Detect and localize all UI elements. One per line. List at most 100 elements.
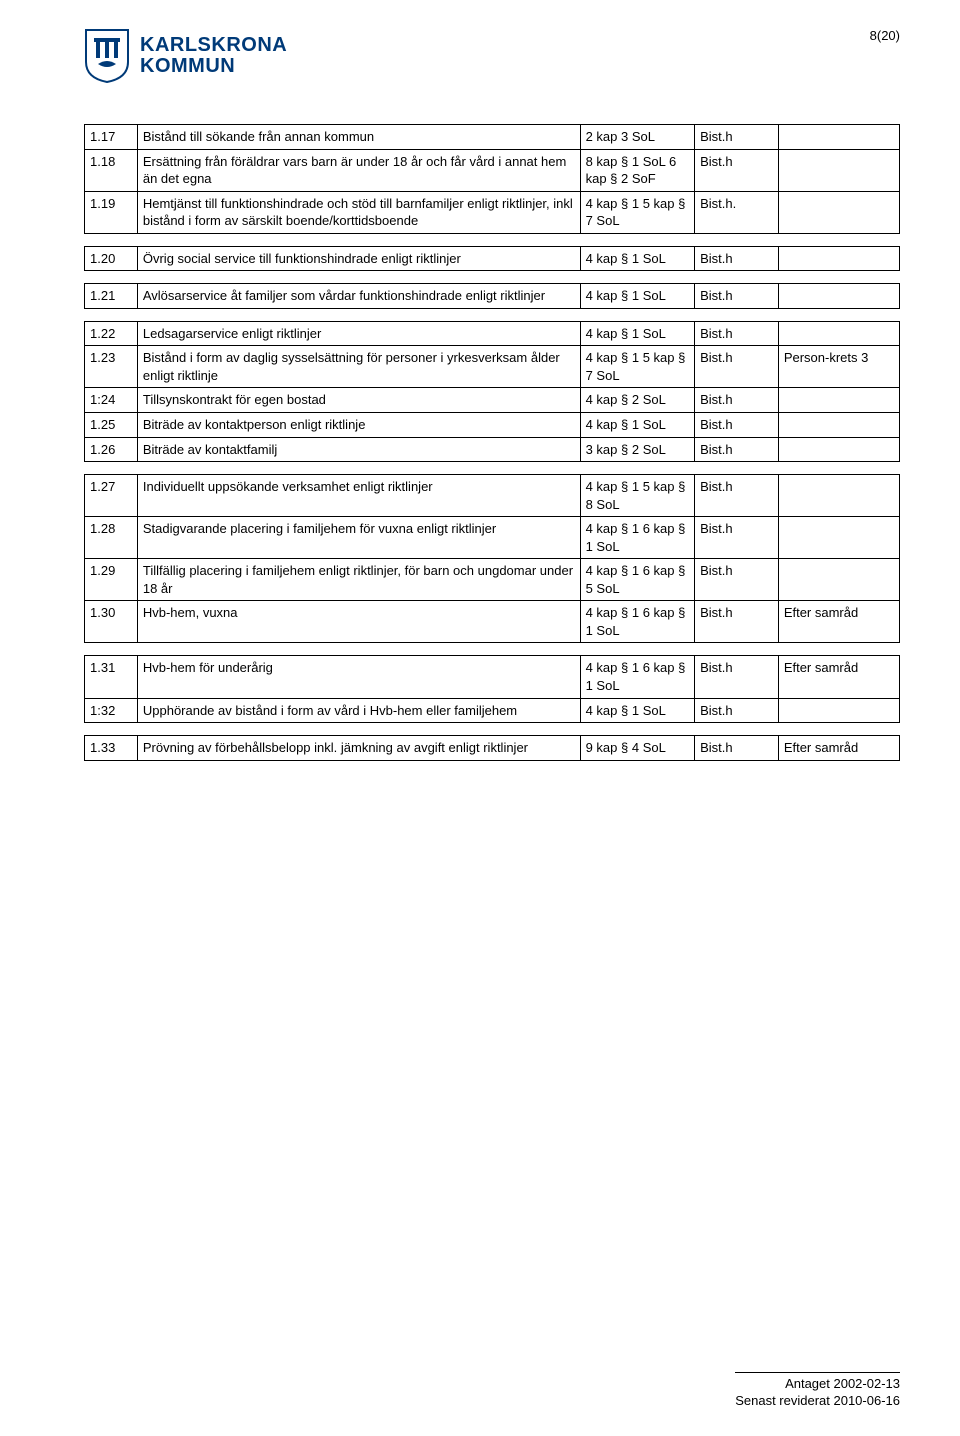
table-row: 1.26Biträde av kontaktfamilj3 kap § 2 So… <box>85 437 900 462</box>
table-row: 1.27Individuellt uppsökande verksamhet e… <box>85 475 900 517</box>
cell-note <box>778 246 899 271</box>
delegation-table: 1.33Prövning av förbehållsbelopp inkl. j… <box>84 735 900 761</box>
cell-num: 1.25 <box>85 413 138 438</box>
table-row: 1.30Hvb-hem, vuxna4 kap § 1 6 kap § 1 So… <box>85 601 900 643</box>
table-row: 1.19Hemtjänst till funktionshindrade och… <box>85 191 900 233</box>
cell-num: 1.29 <box>85 559 138 601</box>
cell-note: Efter samråd <box>778 736 899 761</box>
cell-auth: Bist.h <box>695 284 779 309</box>
logo-line1: KARLSKRONA <box>140 35 287 56</box>
cell-note <box>778 125 899 150</box>
cell-desc: Prövning av förbehållsbelopp inkl. jämkn… <box>137 736 580 761</box>
cell-note <box>778 517 899 559</box>
table-row: 1:24Tillsynskontrakt för egen bostad4 ka… <box>85 388 900 413</box>
cell-desc: Ersättning från föräldrar vars barn är u… <box>137 149 580 191</box>
cell-ref: 3 kap § 2 SoL <box>580 437 695 462</box>
cell-num: 1.26 <box>85 437 138 462</box>
cell-auth: Bist.h <box>695 601 779 643</box>
cell-auth: Bist.h. <box>695 191 779 233</box>
cell-note <box>778 698 899 723</box>
cell-note <box>778 191 899 233</box>
table-row: 1.17Bistånd till sökande från annan komm… <box>85 125 900 150</box>
cell-ref: 9 kap § 4 SoL <box>580 736 695 761</box>
cell-ref: 4 kap § 1 6 kap § 1 SoL <box>580 601 695 643</box>
cell-ref: 4 kap § 1 6 kap § 1 SoL <box>580 517 695 559</box>
table-row: 1:32Upphörande av bistånd i form av vård… <box>85 698 900 723</box>
cell-auth: Bist.h <box>695 346 779 388</box>
cell-ref: 4 kap § 1 SoL <box>580 321 695 346</box>
tables-container: 1.17Bistånd till sökande från annan komm… <box>84 124 900 761</box>
cell-num: 1:24 <box>85 388 138 413</box>
logo-block: KARLSKRONA KOMMUN <box>84 28 900 84</box>
cell-desc: Hvb-hem, vuxna <box>137 601 580 643</box>
delegation-table: 1.21Avlösarservice åt familjer som vårda… <box>84 283 900 309</box>
cell-auth: Bist.h <box>695 437 779 462</box>
cell-desc: Tillsynskontrakt för egen bostad <box>137 388 580 413</box>
cell-auth: Bist.h <box>695 413 779 438</box>
cell-note <box>778 388 899 413</box>
table-row: 1.25Biträde av kontaktperson enligt rikt… <box>85 413 900 438</box>
cell-note <box>778 413 899 438</box>
cell-desc: Biträde av kontaktperson enligt riktlinj… <box>137 413 580 438</box>
delegation-table: 1.20Övrig social service till funktionsh… <box>84 246 900 272</box>
cell-auth: Bist.h <box>695 321 779 346</box>
logo-line2: KOMMUN <box>140 56 287 77</box>
cell-note <box>778 321 899 346</box>
cell-num: 1.27 <box>85 475 138 517</box>
cell-ref: 2 kap 3 SoL <box>580 125 695 150</box>
cell-num: 1.21 <box>85 284 138 309</box>
delegation-table: 1.31Hvb-hem för underårig4 kap § 1 6 kap… <box>84 655 900 723</box>
delegation-table: 1.27Individuellt uppsökande verksamhet e… <box>84 474 900 643</box>
cell-note <box>778 559 899 601</box>
cell-auth: Bist.h <box>695 246 779 271</box>
cell-auth: Bist.h <box>695 559 779 601</box>
table-row: 1.21Avlösarservice åt familjer som vårda… <box>85 284 900 309</box>
cell-num: 1.20 <box>85 246 138 271</box>
crest-icon <box>84 28 130 84</box>
footer-line2: Senast reviderat 2010-06-16 <box>735 1392 900 1410</box>
cell-auth: Bist.h <box>695 517 779 559</box>
cell-desc: Tillfällig placering i familjehem enligt… <box>137 559 580 601</box>
cell-auth: Bist.h <box>695 698 779 723</box>
cell-desc: Ledsagarservice enligt riktlinjer <box>137 321 580 346</box>
cell-note <box>778 437 899 462</box>
table-row: 1.20Övrig social service till funktionsh… <box>85 246 900 271</box>
cell-ref: 4 kap § 1 SoL <box>580 246 695 271</box>
cell-auth: Bist.h <box>695 656 779 698</box>
cell-desc: Avlösarservice åt familjer som vårdar fu… <box>137 284 580 309</box>
cell-ref: 4 kap § 2 SoL <box>580 388 695 413</box>
logo-text: KARLSKRONA KOMMUN <box>140 35 287 77</box>
cell-num: 1.23 <box>85 346 138 388</box>
cell-note <box>778 475 899 517</box>
footer-line1: Antaget 2002-02-13 <box>735 1375 900 1393</box>
cell-auth: Bist.h <box>695 149 779 191</box>
cell-note: Efter samråd <box>778 601 899 643</box>
cell-desc: Stadigvarande placering i familjehem för… <box>137 517 580 559</box>
cell-ref: 4 kap § 1 6 kap § 5 SoL <box>580 559 695 601</box>
page-number: 8(20) <box>870 28 900 43</box>
cell-num: 1:32 <box>85 698 138 723</box>
delegation-table: 1.17Bistånd till sökande från annan komm… <box>84 124 900 234</box>
cell-auth: Bist.h <box>695 388 779 413</box>
cell-desc: Övrig social service till funktionshindr… <box>137 246 580 271</box>
cell-num: 1.17 <box>85 125 138 150</box>
table-row: 1.18Ersättning från föräldrar vars barn … <box>85 149 900 191</box>
table-row: 1.31Hvb-hem för underårig4 kap § 1 6 kap… <box>85 656 900 698</box>
cell-auth: Bist.h <box>695 736 779 761</box>
table-row: 1.22Ledsagarservice enligt riktlinjer4 k… <box>85 321 900 346</box>
cell-ref: 4 kap § 1 SoL <box>580 698 695 723</box>
cell-ref: 4 kap § 1 SoL <box>580 413 695 438</box>
cell-note <box>778 149 899 191</box>
footer: Antaget 2002-02-13 Senast reviderat 2010… <box>735 1372 900 1410</box>
cell-desc: Bistånd till sökande från annan kommun <box>137 125 580 150</box>
cell-desc: Hemtjänst till funktionshindrade och stö… <box>137 191 580 233</box>
cell-num: 1.18 <box>85 149 138 191</box>
cell-desc: Bistånd i form av daglig sysselsättning … <box>137 346 580 388</box>
cell-num: 1.22 <box>85 321 138 346</box>
table-row: 1.28Stadigvarande placering i familjehem… <box>85 517 900 559</box>
cell-auth: Bist.h <box>695 125 779 150</box>
cell-desc: Upphörande av bistånd i form av vård i H… <box>137 698 580 723</box>
footer-rule <box>735 1372 900 1373</box>
cell-num: 1.31 <box>85 656 138 698</box>
delegation-table: 1.22Ledsagarservice enligt riktlinjer4 k… <box>84 321 900 462</box>
